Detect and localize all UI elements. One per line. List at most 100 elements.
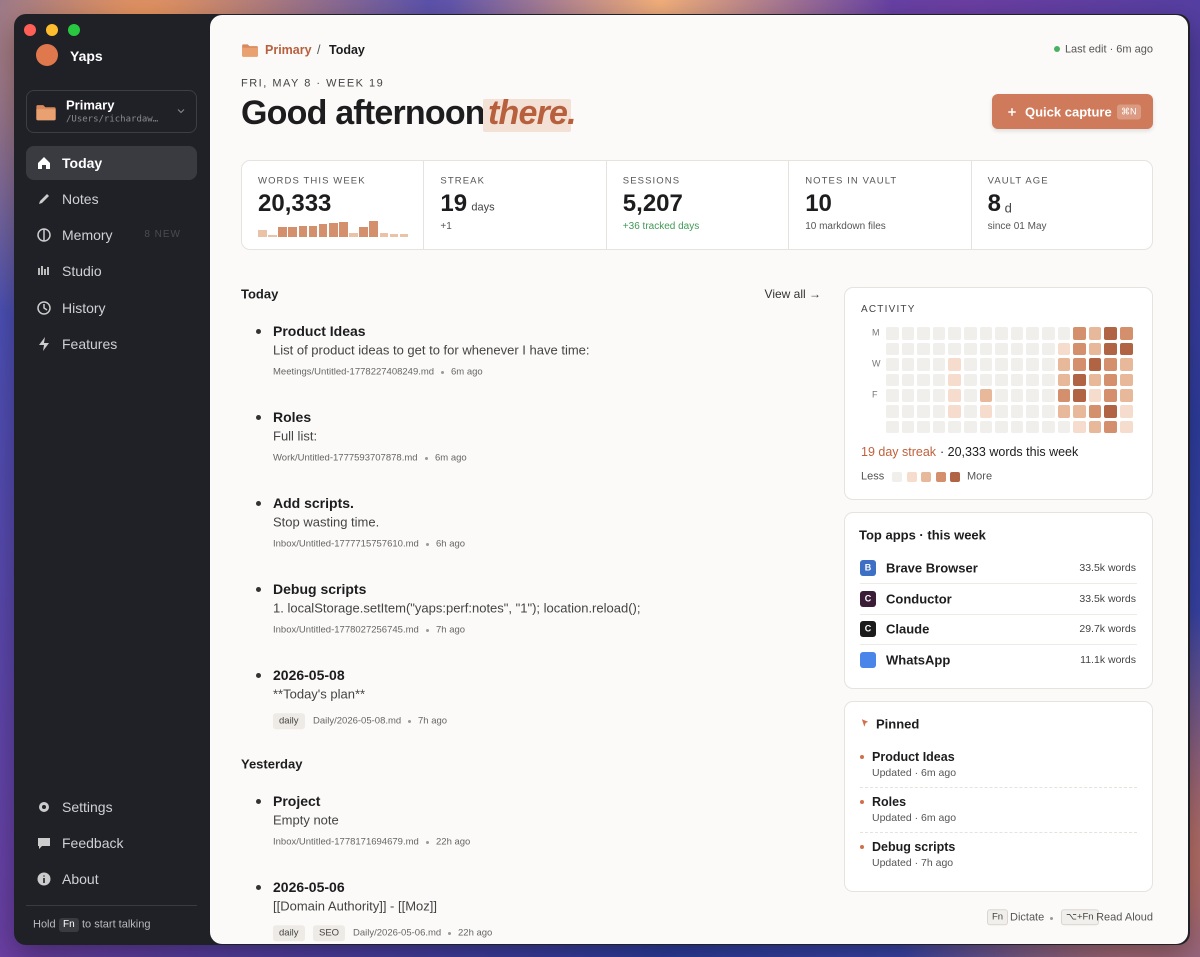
row-label: F (872, 389, 878, 400)
heatmap-cell (1057, 373, 1071, 387)
heatmap-cell (1042, 342, 1055, 356)
heatmap-cell (1042, 358, 1055, 371)
stat-sub: since 01 May (987, 221, 1047, 232)
note-time: 22h ago (436, 836, 471, 848)
heatmap-cell (1088, 358, 1102, 371)
heatmap-cell (932, 327, 946, 340)
heatmap-cell (932, 405, 946, 418)
stat-value: 20,333 (258, 190, 332, 217)
heatmap-cell (1026, 389, 1039, 402)
note-title[interactable]: Debug scripts (273, 581, 367, 597)
heatmap-cell (1088, 389, 1102, 402)
traffic-light[interactable] (46, 24, 58, 36)
heatmap-cell (886, 420, 899, 434)
legend-swatch (935, 472, 946, 482)
note-title[interactable]: 2026-05-06 (273, 879, 345, 895)
nav-item[interactable]: Settings (62, 799, 113, 815)
app-icon (860, 560, 876, 576)
quick-capture-button[interactable] (992, 94, 1153, 129)
row-divider (860, 644, 1137, 645)
note-preview: Stop wasting time. (273, 514, 380, 530)
heatmap-cell (1057, 327, 1071, 340)
heatmap-cell (1057, 342, 1071, 356)
nav-item[interactable]: Features (62, 336, 118, 352)
stat-sub: 10 markdown files (805, 221, 886, 232)
heatmap-cell (1057, 420, 1071, 434)
heatmap-cell (1057, 389, 1071, 402)
pinned-item-title[interactable]: Product Ideas (872, 749, 955, 764)
note-preview: 1. localStorage.setItem("yaps:perf:notes… (273, 600, 641, 616)
nav-item[interactable]: Studio (62, 263, 102, 279)
pinned-item-title[interactable]: Roles (872, 794, 907, 809)
pinned-bullet (860, 800, 864, 804)
date-line: FRI, MAY 8 · WEEK 19 (241, 77, 385, 90)
traffic-light[interactable] (68, 24, 80, 36)
heatmap-cell (964, 342, 977, 356)
heatmap-cell (948, 358, 961, 371)
nav-item[interactable]: History (62, 300, 106, 316)
meta-dot (408, 720, 411, 723)
nav-item[interactable]: Today (62, 155, 103, 171)
greeting: Good afternoon, (241, 94, 494, 132)
heatmap-cell (917, 389, 930, 402)
heatmap-cell (948, 389, 961, 402)
app-icon (860, 621, 876, 637)
heatmap-cell (1073, 358, 1086, 371)
note-path: Daily/2026-05-06.md (353, 927, 442, 939)
note-title[interactable]: 2026-05-08 (273, 667, 345, 683)
stat-value: 19 (440, 190, 468, 217)
workspace-path: /Users/richardaw… (66, 114, 159, 125)
spark-bar (258, 230, 267, 237)
traffic-light[interactable] (24, 24, 36, 36)
heatmap-cell (917, 342, 930, 356)
note-title[interactable]: Product Ideas (273, 323, 366, 339)
note-title[interactable]: Project (273, 793, 321, 809)
heatmap-cell (1104, 358, 1117, 371)
legend-swatch (950, 472, 960, 482)
note-title[interactable]: Add scripts. (273, 495, 354, 511)
spark-bar (308, 225, 318, 237)
heatmap-cell (1088, 342, 1102, 356)
heatmap-cell (995, 327, 1008, 340)
heatmap-cell (1120, 373, 1133, 387)
nav-item-active[interactable] (26, 146, 197, 180)
nav-item[interactable]: About (62, 871, 99, 887)
nav-item[interactable]: Feedback (62, 835, 124, 851)
heatmap-cell (979, 327, 993, 340)
note-bullet (256, 329, 261, 334)
heatmap-cell (886, 405, 899, 418)
workspace-switcher[interactable] (26, 90, 197, 133)
heatmap-cell (932, 373, 946, 387)
spark-bar (268, 234, 277, 237)
heatmap-cell (886, 327, 899, 340)
heatmap-cell (1042, 373, 1055, 387)
row-label: M (872, 327, 880, 338)
name-highlight (483, 99, 571, 132)
heatmap-cell (979, 389, 993, 402)
heatmap-cell (995, 342, 1008, 356)
breadcrumb-current: Today (329, 42, 365, 57)
heatmap-cell (1042, 389, 1055, 402)
nav-item[interactable]: Notes (62, 191, 99, 207)
heatmap-cell (932, 358, 946, 371)
note-path: Inbox/Untitled-1778171694679.md (273, 836, 419, 848)
spark-bar (379, 232, 389, 237)
heatmap-cell (932, 342, 946, 356)
heatmap-cell (979, 358, 993, 371)
status-dot (1054, 46, 1060, 52)
spark-bar (359, 226, 368, 237)
view-all-link[interactable]: View all → (764, 287, 821, 301)
meta-dot (426, 629, 429, 632)
breadcrumb-parent[interactable]: Primary (265, 42, 312, 57)
app-words: 29.7k words (1079, 622, 1136, 635)
nav-item[interactable]: Memory (62, 227, 113, 243)
quick-capture-label[interactable]: Quick capture (1025, 104, 1112, 120)
stat-label: SESSIONS (622, 175, 681, 187)
note-title[interactable]: Roles (273, 409, 312, 425)
note-time: 6h ago (436, 538, 466, 550)
app-logo (36, 44, 58, 66)
heatmap-cell (948, 420, 961, 434)
row-divider (860, 787, 1137, 789)
pinned-item-title[interactable]: Debug scripts (872, 839, 956, 854)
